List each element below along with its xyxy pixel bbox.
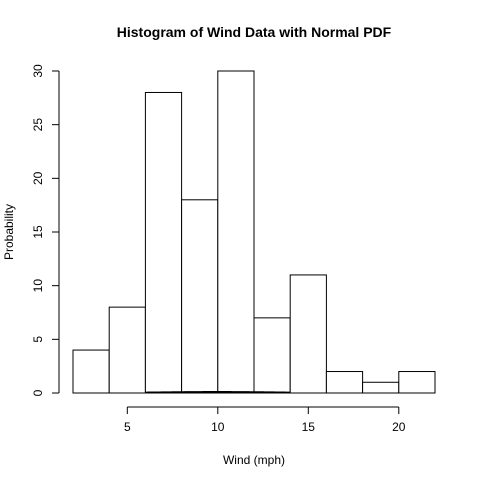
- x-tick-label: 20: [392, 420, 406, 434]
- histogram-bar: [325, 371, 364, 394]
- y-tick-label: 5: [31, 336, 45, 343]
- y-axis-label: Probability: [2, 204, 16, 260]
- x-tick-label: 10: [211, 420, 225, 434]
- y-tick-label: 30: [31, 64, 45, 78]
- y-tick-label: 25: [31, 118, 45, 132]
- x-tick-label: 5: [124, 420, 131, 434]
- y-axis: 0 5 10 15 20 25 30: [31, 64, 60, 396]
- y-tick-label: 15: [31, 225, 45, 239]
- x-axis: 5 10 15 20: [124, 406, 406, 434]
- chart-title: Histogram of Wind Data with Normal PDF: [117, 24, 392, 40]
- histogram-bar: [289, 274, 327, 394]
- histogram-bar: [217, 70, 255, 394]
- histogram-bar: [398, 371, 436, 394]
- x-axis-label: Wind (mph): [223, 453, 285, 467]
- x-tick-label: 15: [302, 420, 316, 434]
- y-tick-label: 0: [31, 389, 45, 396]
- normal-pdf-curve: [145, 391, 291, 394]
- histogram-bar: [253, 317, 291, 394]
- y-tick-label: 20: [31, 171, 45, 185]
- histogram-bar: [108, 306, 146, 394]
- y-tick-label: 10: [31, 279, 45, 293]
- histogram-bar: [72, 349, 110, 394]
- histogram-bar: [144, 91, 183, 394]
- histogram-bars: [72, 70, 436, 394]
- histogram-bar: [362, 381, 400, 394]
- histogram-bar: [181, 199, 219, 394]
